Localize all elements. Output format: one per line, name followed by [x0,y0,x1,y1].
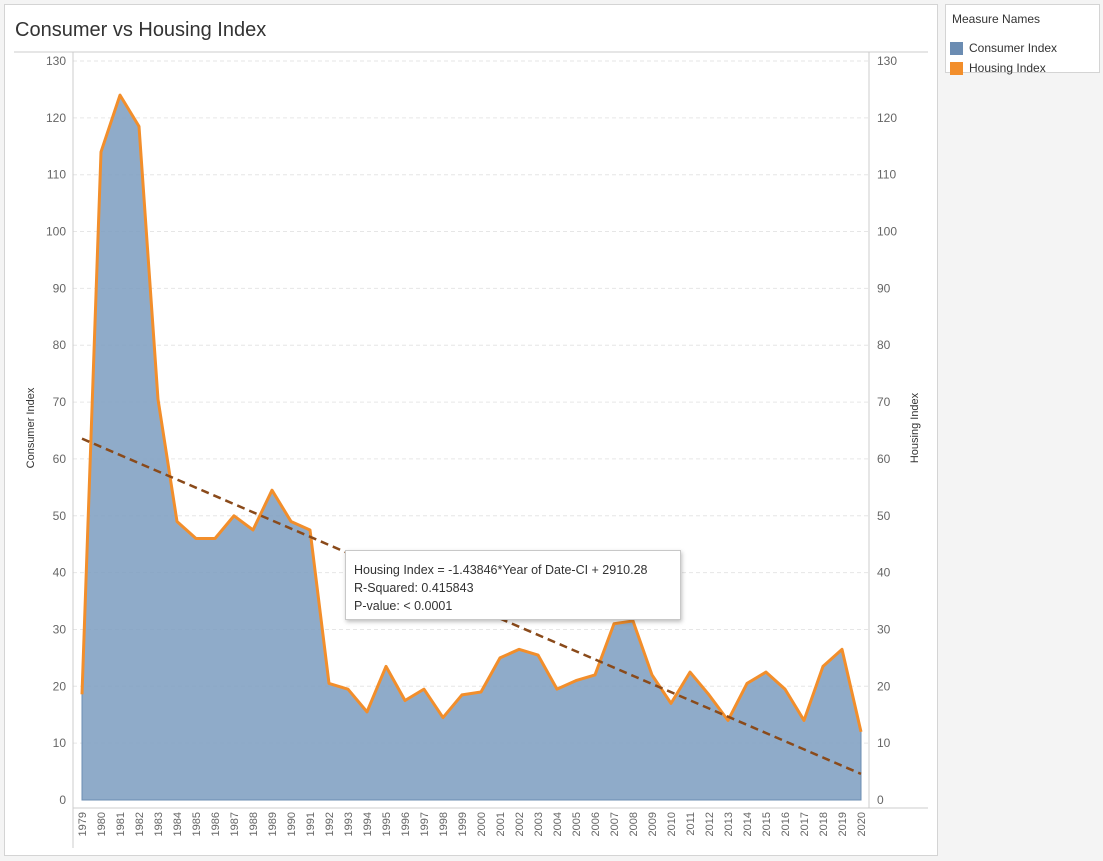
legend-swatch-consumer [950,41,963,55]
legend-item-consumer-index[interactable]: Consumer Index [950,40,1057,56]
x-tick-1998: 1998 [438,812,450,836]
x-tick-2005: 2005 [571,812,583,836]
x-tick-1990: 1990 [286,812,298,836]
x-tick-2020: 2020 [856,812,868,836]
x-tick-1994: 1994 [362,812,374,836]
x-tick-2016: 2016 [780,812,792,836]
y-tick-left-20: 20 [53,679,67,693]
y-tick-right-90: 90 [877,281,891,295]
y-tick-left-40: 40 [53,566,67,580]
x-tick-2015: 2015 [761,812,773,836]
y-tick-left-0: 0 [59,793,66,807]
legend-label-housing: Housing Index [969,61,1046,75]
x-tick-2014: 2014 [742,812,754,836]
x-tick-1985: 1985 [191,812,203,836]
y-tick-left-70: 70 [53,395,67,409]
x-tick-2006: 2006 [590,812,602,836]
housing-trend-line [81,437,862,776]
y-tick-left-110: 110 [47,168,66,182]
y-tick-left-30: 30 [53,622,67,636]
tooltip-p-value: P-value: < 0.0001 [354,599,453,613]
legend: Measure Names Consumer Index Housing Ind… [945,4,1100,76]
x-tick-1993: 1993 [343,812,355,836]
x-tick-2001: 2001 [495,812,507,836]
x-tick-1995: 1995 [381,812,393,836]
legend-title: Measure Names [952,12,1041,26]
x-tick-1999: 1999 [457,812,469,836]
x-tick-1981: 1981 [115,812,127,836]
y-tick-right-40: 40 [877,566,891,580]
x-tick-1991: 1991 [305,812,317,836]
y-tick-right-30: 30 [877,622,891,636]
trend-line-tooltip: Housing Index = -1.43846*Year of Date-CI… [345,550,681,620]
x-tick-2002: 2002 [514,812,526,836]
y-tick-right-0: 0 [877,793,884,807]
x-tick-1984: 1984 [172,812,184,836]
y-tick-left-90: 90 [53,281,67,295]
x-tick-1979: 1979 [77,812,89,836]
y-tick-left-100: 100 [46,225,66,239]
x-tick-2018: 2018 [818,812,830,836]
x-tick-1986: 1986 [210,812,222,836]
x-tick-1988: 1988 [248,812,260,836]
y-tick-right-130: 130 [877,54,897,68]
y-tick-right-120: 120 [877,111,897,125]
housing-index-line [80,93,863,733]
x-tick-2003: 2003 [533,812,545,836]
y-tick-right-70: 70 [877,395,891,409]
x-tick-2008: 2008 [628,812,640,836]
x-tick-1982: 1982 [134,812,146,836]
chart-title: Consumer vs Housing Index [15,19,267,41]
y-axis-label-right: Housing Index [909,392,921,463]
y-tick-right-10: 10 [877,736,891,750]
y-tick-right-110: 110 [877,168,896,182]
y-tick-right-100: 100 [877,225,897,239]
legend-label-consumer: Consumer Index [969,41,1058,55]
y-tick-left-10: 10 [53,736,67,750]
legend-swatch-housing [950,61,963,75]
legend-item-housing-index[interactable]: Housing Index [950,60,1046,76]
x-tick-2019: 2019 [837,812,849,836]
x-tick-2009: 2009 [647,812,659,836]
y-tick-left-80: 80 [53,338,67,352]
x-tick-2007: 2007 [609,812,621,836]
x-tick-2012: 2012 [704,812,716,836]
y-tick-right-50: 50 [877,509,891,523]
x-tick-1996: 1996 [400,812,412,836]
y-tick-left-60: 60 [53,452,67,466]
x-tick-2013: 2013 [723,812,735,836]
y-tick-left-120: 120 [46,111,66,125]
y-tick-left-130: 130 [46,54,66,68]
x-tick-2017: 2017 [799,812,811,836]
x-tick-2004: 2004 [552,812,564,836]
x-tick-2011: 2011 [685,812,697,836]
x-tick-1992: 1992 [324,812,336,836]
y-tick-right-20: 20 [877,679,891,693]
x-tick-1997: 1997 [419,812,431,836]
x-tick-1987: 1987 [229,812,241,836]
x-tick-1980: 1980 [96,812,108,836]
y-tick-right-80: 80 [877,338,891,352]
y-tick-left-50: 50 [53,509,67,523]
tooltip-equation: Housing Index = -1.43846*Year of Date-CI… [354,563,648,577]
x-tick-1983: 1983 [153,812,165,836]
x-tick-2010: 2010 [666,812,678,836]
x-tick-1989: 1989 [267,812,279,836]
housing-line-layer[interactable] [80,93,863,733]
x-tick-2000: 2000 [476,812,488,836]
y-tick-right-60: 60 [877,452,891,466]
y-axis-label-left: Consumer Index [25,387,37,468]
tooltip-r-squared: R-Squared: 0.415843 [354,581,474,595]
trend-line-layer[interactable] [81,437,862,776]
